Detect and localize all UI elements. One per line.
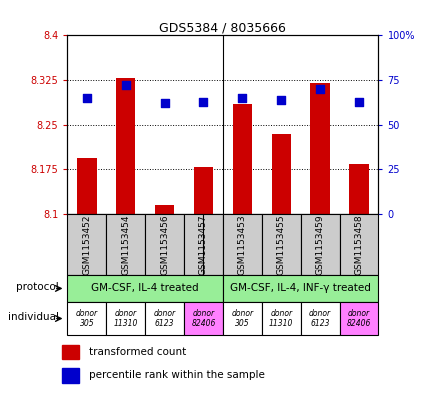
Title: GDS5384 / 8035666: GDS5384 / 8035666 bbox=[159, 21, 286, 34]
Text: donor
11310: donor 11310 bbox=[269, 309, 293, 328]
Bar bbox=[261, 214, 300, 275]
Text: donor
305: donor 305 bbox=[76, 309, 98, 328]
Bar bbox=[77, 158, 96, 214]
Text: GSM1153453: GSM1153453 bbox=[237, 214, 247, 275]
Text: GSM1153455: GSM1153455 bbox=[276, 214, 285, 275]
Bar bbox=[300, 302, 339, 335]
Bar bbox=[67, 214, 106, 275]
Text: GSM1153457: GSM1153457 bbox=[198, 214, 207, 275]
Bar bbox=[106, 214, 145, 275]
Text: GM-CSF, IL-4, INF-γ treated: GM-CSF, IL-4, INF-γ treated bbox=[230, 283, 370, 294]
Bar bbox=[184, 214, 223, 275]
Text: donor
6123: donor 6123 bbox=[309, 309, 330, 328]
Bar bbox=[116, 78, 135, 214]
Text: GM-CSF, IL-4 treated: GM-CSF, IL-4 treated bbox=[91, 283, 198, 294]
Point bbox=[316, 86, 323, 92]
Bar bbox=[184, 302, 223, 335]
Bar bbox=[62, 368, 79, 382]
Point bbox=[238, 95, 245, 101]
Bar bbox=[145, 214, 184, 275]
Point bbox=[200, 98, 207, 105]
Text: GSM1153459: GSM1153459 bbox=[315, 214, 324, 275]
Text: donor
11310: donor 11310 bbox=[113, 309, 138, 328]
Bar bbox=[300, 214, 339, 275]
Text: individual: individual bbox=[8, 312, 59, 322]
Bar bbox=[232, 104, 252, 214]
Bar bbox=[193, 167, 213, 214]
Bar bbox=[222, 275, 378, 302]
Point bbox=[83, 95, 90, 101]
Text: transformed count: transformed count bbox=[89, 347, 185, 357]
Bar bbox=[339, 214, 378, 275]
Bar bbox=[145, 302, 184, 335]
Bar bbox=[222, 302, 261, 335]
Point bbox=[161, 100, 168, 107]
Point bbox=[122, 82, 129, 88]
Bar bbox=[271, 134, 290, 214]
Text: percentile rank within the sample: percentile rank within the sample bbox=[89, 371, 264, 380]
Bar bbox=[349, 163, 368, 214]
Text: donor
82406: donor 82406 bbox=[191, 309, 215, 328]
Text: GSM1153452: GSM1153452 bbox=[82, 215, 91, 275]
Bar bbox=[261, 302, 300, 335]
Text: protocol: protocol bbox=[16, 282, 58, 292]
Bar bbox=[339, 302, 378, 335]
Text: donor
305: donor 305 bbox=[231, 309, 253, 328]
Bar bbox=[310, 83, 329, 214]
Point bbox=[355, 98, 362, 105]
Bar bbox=[106, 302, 145, 335]
Text: donor
82406: donor 82406 bbox=[346, 309, 370, 328]
Bar bbox=[67, 302, 106, 335]
Bar bbox=[222, 214, 261, 275]
Text: GSM1153454: GSM1153454 bbox=[121, 215, 130, 275]
Text: donor
6123: donor 6123 bbox=[153, 309, 175, 328]
Point bbox=[277, 97, 284, 103]
Bar bbox=[67, 275, 222, 302]
Bar bbox=[62, 345, 79, 359]
Text: GSM1153458: GSM1153458 bbox=[354, 214, 363, 275]
Text: GSM1153456: GSM1153456 bbox=[160, 214, 169, 275]
Bar bbox=[155, 205, 174, 214]
